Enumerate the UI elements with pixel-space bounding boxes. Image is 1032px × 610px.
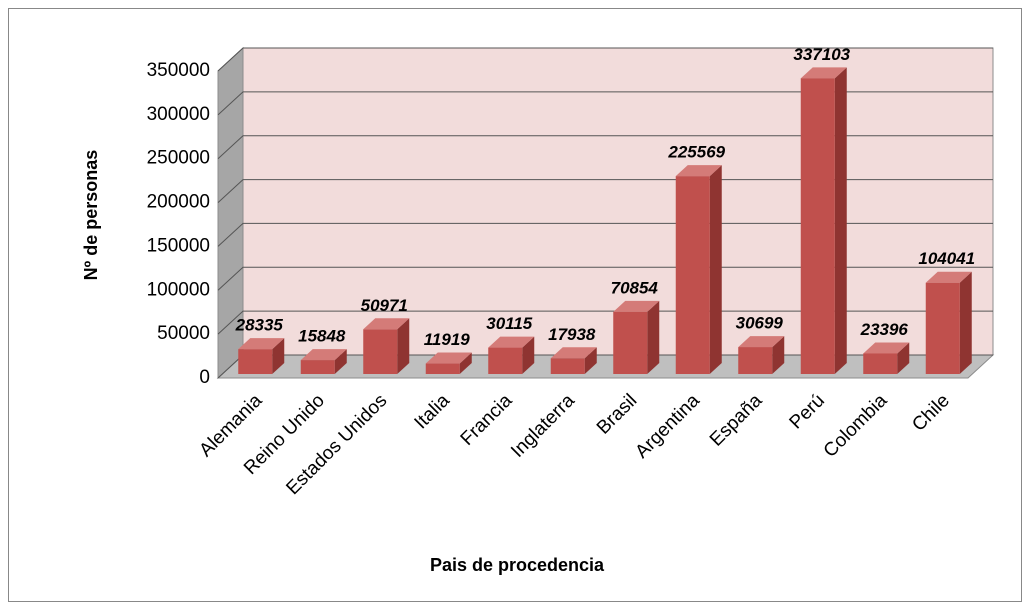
data-label: 225569: [667, 143, 725, 162]
bar-top: [488, 336, 535, 348]
bar-side: [584, 347, 597, 374]
bar-side: [397, 318, 410, 374]
bar: [425, 352, 472, 374]
grid-line: [217, 91, 993, 116]
bar: [613, 300, 660, 374]
data-label: 30699: [736, 314, 784, 333]
bar-side: [834, 67, 847, 375]
grid-line: [217, 266, 993, 291]
data-label: 30115: [486, 314, 533, 333]
bar-top: [425, 352, 472, 364]
data-label: 70854: [611, 278, 659, 297]
bar: [675, 165, 722, 374]
bar-front: [863, 353, 898, 374]
y-tick-label: 0: [199, 367, 210, 388]
grid-line: [217, 179, 993, 203]
bar-side: [647, 300, 660, 374]
bar: [863, 342, 910, 374]
data-label: 337103: [793, 45, 850, 64]
y-tick-label: 350000: [147, 60, 210, 81]
y-tick-label: 300000: [147, 104, 210, 125]
data-label: 17938: [548, 325, 596, 344]
bar: [800, 67, 847, 375]
bar-side: [522, 336, 535, 374]
grid-line: [217, 47, 993, 72]
bar: [488, 336, 535, 374]
bar-top: [613, 300, 660, 312]
bar-side: [709, 165, 722, 374]
bar-top: [550, 347, 597, 359]
bar-front: [488, 347, 523, 374]
bar-top: [675, 165, 722, 177]
data-label: 50971: [361, 296, 408, 315]
grid-line: [217, 135, 993, 160]
bar-front: [300, 360, 335, 374]
data-label: 15848: [298, 327, 346, 346]
data-label: 104041: [918, 249, 975, 268]
bar-front: [613, 311, 648, 374]
bar-side: [272, 338, 285, 374]
y-axis-title: Nº de personas: [81, 150, 101, 281]
bar-side: [772, 336, 785, 374]
grid-line: [217, 222, 993, 247]
bar-side: [334, 349, 347, 374]
bar-front: [800, 78, 835, 375]
y-tick-label: 100000: [147, 279, 210, 300]
y-tick-label: 50000: [157, 323, 210, 344]
bar-side: [897, 342, 910, 374]
bar: [550, 347, 597, 374]
bar: [738, 336, 785, 374]
grid-line: [217, 310, 993, 335]
bar-side: [459, 352, 472, 374]
bar-top: [800, 67, 847, 79]
bar-side: [959, 271, 972, 374]
bar-top: [363, 318, 410, 330]
bar-top: [738, 336, 785, 348]
bar-front: [238, 349, 273, 374]
bar-top: [300, 349, 347, 361]
bar-top: [238, 338, 285, 350]
data-label: 28335: [235, 316, 284, 335]
data-label: 23396: [860, 320, 909, 339]
bar: [925, 271, 972, 374]
bar: [238, 338, 285, 374]
bar-front: [738, 347, 773, 374]
y-tick-label: 200000: [147, 192, 210, 213]
bar: [363, 318, 410, 374]
bar-top: [925, 271, 972, 283]
bar-front: [425, 363, 460, 374]
bar-front: [363, 329, 398, 374]
bar-front: [675, 176, 710, 374]
bar-front: [550, 358, 585, 374]
y-tick-label: 250000: [147, 148, 210, 169]
data-label: 11919: [424, 330, 471, 349]
x-axis-title: Pais de procedencia: [430, 555, 605, 575]
walls: 0 50000 100000 150000 200000 250000 300000 3500…: [147, 46, 995, 388]
y-tick-label: 150000: [147, 235, 210, 256]
bar-top: [863, 342, 910, 354]
bar-front: [925, 282, 960, 374]
bar: [300, 349, 347, 374]
